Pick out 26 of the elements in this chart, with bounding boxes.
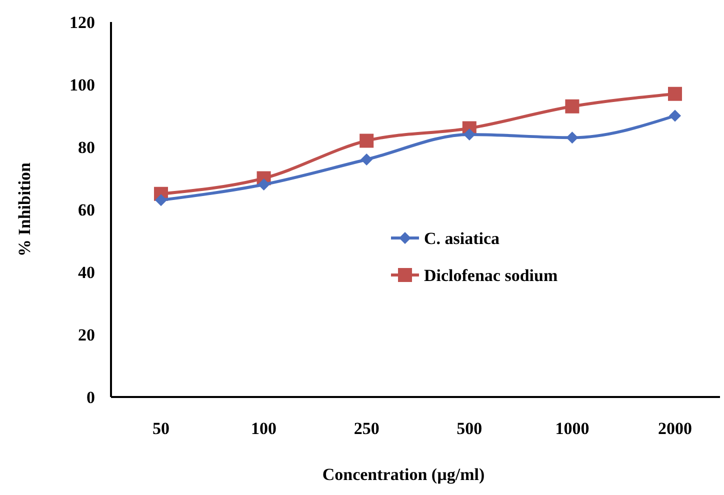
x-tick-label: 250 xyxy=(354,419,380,438)
x-tick-label: 2000 xyxy=(658,419,692,438)
x-tick-label: 100 xyxy=(251,419,277,438)
y-tick-label: 120 xyxy=(70,13,95,32)
legend-label: C. asiatica xyxy=(424,229,500,248)
point xyxy=(258,178,270,190)
y-tick-label: 80 xyxy=(78,138,95,157)
point xyxy=(565,99,580,114)
y-tick-label: 20 xyxy=(78,326,95,344)
y-tick-label: 40 xyxy=(78,263,95,282)
x-tick-label: 50 xyxy=(152,419,170,438)
point xyxy=(463,128,476,140)
point xyxy=(566,132,578,144)
x-tick-label: 500 xyxy=(456,419,482,438)
legend-label: Diclofenac sodium xyxy=(424,266,558,285)
point xyxy=(360,154,373,166)
point xyxy=(155,194,167,206)
y-tick-label: 60 xyxy=(78,200,95,220)
point xyxy=(668,86,682,101)
y-tick-label: 100 xyxy=(70,76,95,94)
y-tick-label: 0 xyxy=(86,388,95,407)
y-axis-title: % Inhibition xyxy=(15,162,34,257)
point xyxy=(360,134,374,148)
point xyxy=(669,110,681,122)
x-tick-label: 1000 xyxy=(555,419,590,438)
x-axis-title: Concentration (µg/ml) xyxy=(322,465,485,484)
